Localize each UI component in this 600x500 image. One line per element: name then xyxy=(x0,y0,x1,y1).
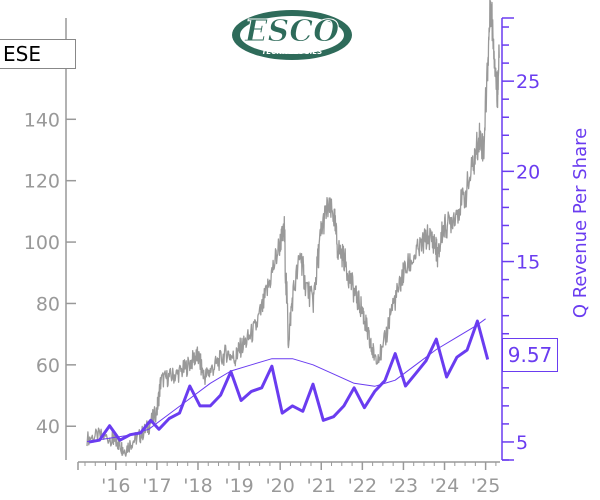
left-axis-tick-label: 120 xyxy=(24,171,60,193)
x-axis-tick-label: '20 xyxy=(265,475,294,497)
logo-subtitle: TECHNOLOGIES xyxy=(262,48,323,56)
ticker-label: ESE xyxy=(0,39,76,69)
x-axis-tick-label: '22 xyxy=(348,475,377,497)
logo-brand: ESCO xyxy=(244,14,340,49)
x-axis-tick-label: '21 xyxy=(307,475,336,497)
x-axis-tick-label: '24 xyxy=(430,475,459,497)
left-axis-tick-label: 100 xyxy=(24,232,60,254)
x-axis-tick-label: '16 xyxy=(101,475,130,497)
right-axis-tick-label: 20 xyxy=(516,161,540,183)
x-axis-tick-label: '17 xyxy=(142,475,171,497)
x-axis-tick-label: '23 xyxy=(389,475,418,497)
revenue-per-share-line xyxy=(88,319,490,444)
left-axis-tick-label: 60 xyxy=(36,355,60,377)
price-line xyxy=(86,0,500,457)
right-axis: 510152025 xyxy=(501,17,540,461)
x-axis-tick-label: '18 xyxy=(183,475,212,497)
right-axis-tick-label: 5 xyxy=(516,432,528,454)
left-axis-tick-label: 40 xyxy=(36,416,60,438)
right-axis-tick-label: 25 xyxy=(516,71,540,93)
current-value-badge: 9.57 xyxy=(502,338,558,372)
left-axis: 40 60 80 100 120 140 xyxy=(24,18,76,460)
left-axis-tick-label: 80 xyxy=(36,293,60,315)
right-axis-label: Q Revenue Per Share xyxy=(570,128,591,318)
series-layer xyxy=(86,0,500,457)
x-axis-tick-label: '19 xyxy=(224,475,253,497)
company-logo: ESCO TECHNOLOGIES xyxy=(230,5,355,65)
right-axis-tick-label: 15 xyxy=(516,252,540,274)
left-axis-tick-label: 140 xyxy=(24,109,60,131)
x-axis-tick-label: '25 xyxy=(471,475,500,497)
x-axis: '16 '17 '18 '19 '20 '21 '22 '23 '24 '25 xyxy=(77,461,500,497)
